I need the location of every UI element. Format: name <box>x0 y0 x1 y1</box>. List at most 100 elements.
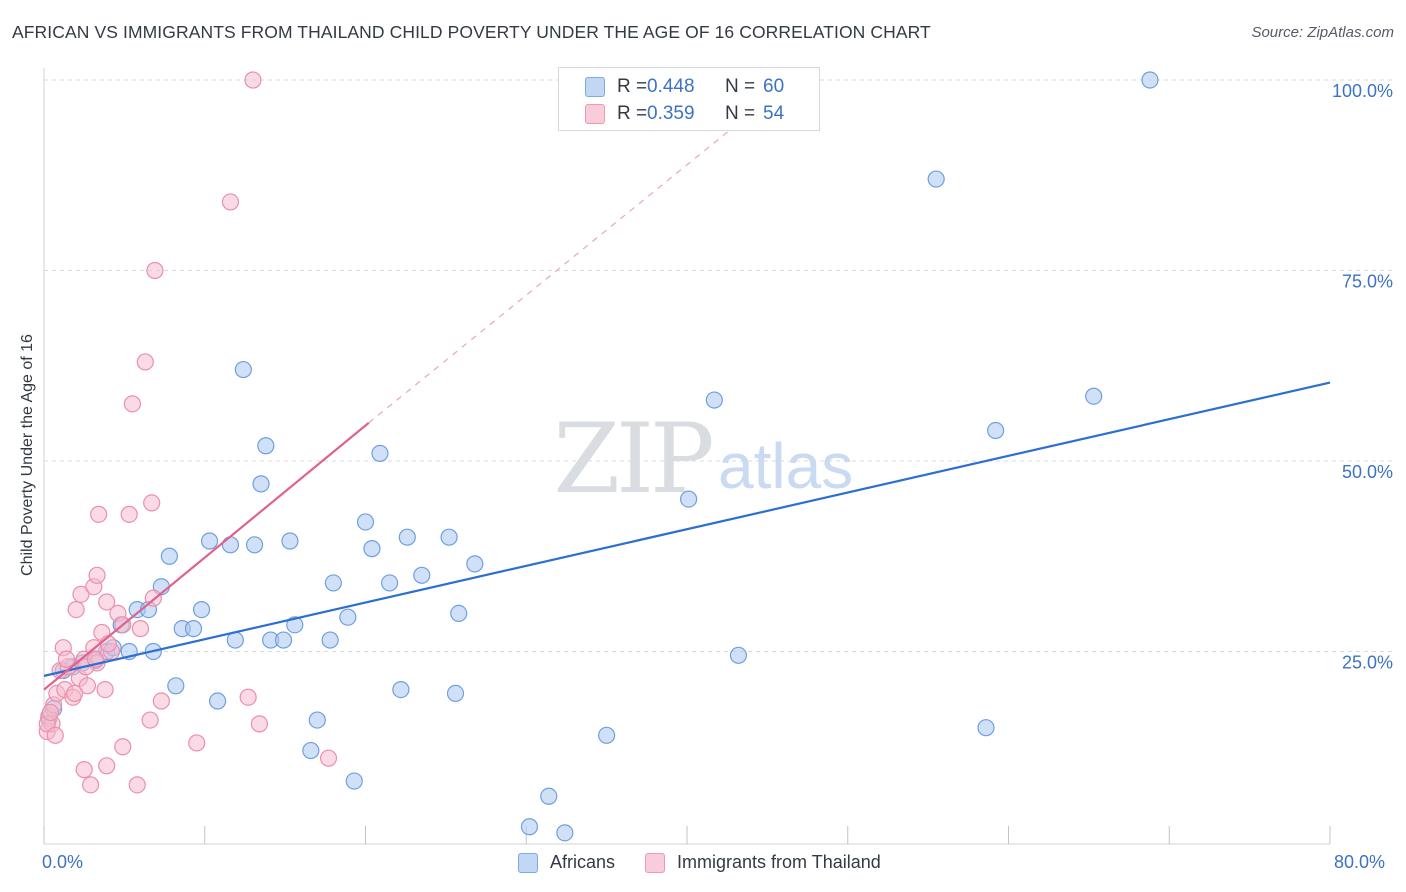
africans-point <box>302 741 320 760</box>
x-tick-label-max: 80.0% <box>1334 852 1386 872</box>
africans-point <box>927 170 945 188</box>
africans-point <box>308 711 326 729</box>
africans-point <box>440 528 458 546</box>
africans-point <box>371 444 389 462</box>
y-tick-label: 50.0% <box>1342 462 1393 482</box>
africans-point <box>398 528 416 546</box>
thailand-point <box>244 71 262 89</box>
africans-point <box>520 818 539 836</box>
series-legend: Africans Immigrants from Thailand <box>518 852 911 873</box>
thailand-point <box>98 757 116 775</box>
thailand-point <box>65 684 84 703</box>
africans-point <box>339 608 357 626</box>
africans-point <box>281 532 299 550</box>
africans-point <box>234 360 252 379</box>
africans-point <box>274 631 293 649</box>
watermark: ZIP atlas <box>553 403 853 515</box>
legend-item-thailand: Immigrants from Thailand <box>645 852 881 873</box>
legend-r-value: 0.448 <box>647 76 695 97</box>
africans-point <box>257 437 275 455</box>
africans-point <box>598 726 616 744</box>
watermark-atlas: atlas <box>718 430 853 502</box>
legend-r-value: 0.359 <box>647 103 695 124</box>
y-tick-label: 75.0% <box>1342 272 1393 292</box>
thailand-point <box>143 494 161 512</box>
legend-n-value: 54 <box>763 103 785 124</box>
africans-point <box>324 574 342 592</box>
stats-legend: R = 0.448 N = 60 R = 0.359 N = 54 <box>558 67 820 131</box>
africans-point <box>446 684 465 703</box>
thailand-point <box>67 600 85 619</box>
x-tick-label-min: 0.0% <box>42 852 84 872</box>
africans-point <box>413 566 431 584</box>
thailand-point <box>120 505 138 523</box>
thailand-trendline-extension <box>368 125 736 424</box>
africans-point <box>286 616 304 634</box>
y-tick-label: 100.0% <box>1332 81 1393 101</box>
points-layer <box>38 71 1159 842</box>
thailand-point <box>114 738 132 756</box>
legend-n-label: N = <box>725 76 756 97</box>
thailand-point <box>88 566 106 584</box>
legend-swatch-blue <box>585 77 605 97</box>
thailand-point <box>136 353 154 371</box>
thailand-point <box>128 776 146 794</box>
legend-item-africans: Africans <box>518 852 615 873</box>
legend-label-thailand: Immigrants from Thailand <box>677 852 881 872</box>
thailand-point <box>46 726 64 744</box>
africans-point <box>705 391 723 409</box>
legend-swatch-blue <box>518 852 538 873</box>
africans-point <box>345 772 363 790</box>
africans-point <box>1085 387 1103 405</box>
thailand-point <box>99 635 117 653</box>
source-label: Source: ZipAtlas.com <box>1251 24 1394 41</box>
thailand-point <box>123 395 142 413</box>
legend-n-label: N = <box>725 103 756 124</box>
axis-layer: 25.0% 50.0% 75.0% 100.0% <box>43 68 1393 845</box>
africans-point <box>184 620 203 638</box>
y-tick-label: 25.0% <box>1342 653 1393 673</box>
thailand-point <box>72 585 90 603</box>
africans-point <box>556 824 574 842</box>
africans-point <box>252 475 270 493</box>
trend-layer <box>43 125 1331 691</box>
africans-point <box>200 532 219 550</box>
thailand-point <box>152 692 170 710</box>
thailand-point <box>131 620 150 638</box>
africans-point <box>160 547 178 565</box>
africans-point <box>381 574 399 592</box>
thailand-point <box>239 688 257 706</box>
legend-label-africans: Africans <box>550 852 616 872</box>
africans-point <box>466 555 484 573</box>
africans-point <box>392 680 410 699</box>
thailand-point <box>250 715 269 733</box>
thailand-point <box>75 761 93 779</box>
legend-swatch-pink <box>585 104 605 124</box>
thailand-point <box>221 193 240 211</box>
africans-point <box>221 536 240 554</box>
legend-r-label: R = <box>617 103 648 124</box>
africans-point <box>977 719 995 737</box>
thailand-trendline <box>43 422 370 691</box>
thailand-point <box>41 703 60 722</box>
legend-swatch-pink <box>645 852 666 873</box>
africans-point <box>192 600 211 619</box>
africans-point <box>321 631 339 649</box>
africans-trendline <box>43 381 1331 677</box>
thailand-point <box>90 505 108 523</box>
thailand-point <box>319 749 338 767</box>
thailand-point <box>141 711 159 729</box>
thailand-point <box>78 677 97 695</box>
africans-point <box>450 604 468 623</box>
thailand-point <box>57 650 76 668</box>
africans-point <box>363 540 381 558</box>
africans-point <box>987 421 1005 440</box>
africans-point <box>209 692 227 710</box>
africans-point <box>245 536 264 554</box>
africans-point <box>1141 71 1159 89</box>
africans-point <box>729 646 748 664</box>
africans-point <box>680 490 698 508</box>
africans-point <box>356 513 375 531</box>
legend-n-value: 60 <box>763 76 785 97</box>
